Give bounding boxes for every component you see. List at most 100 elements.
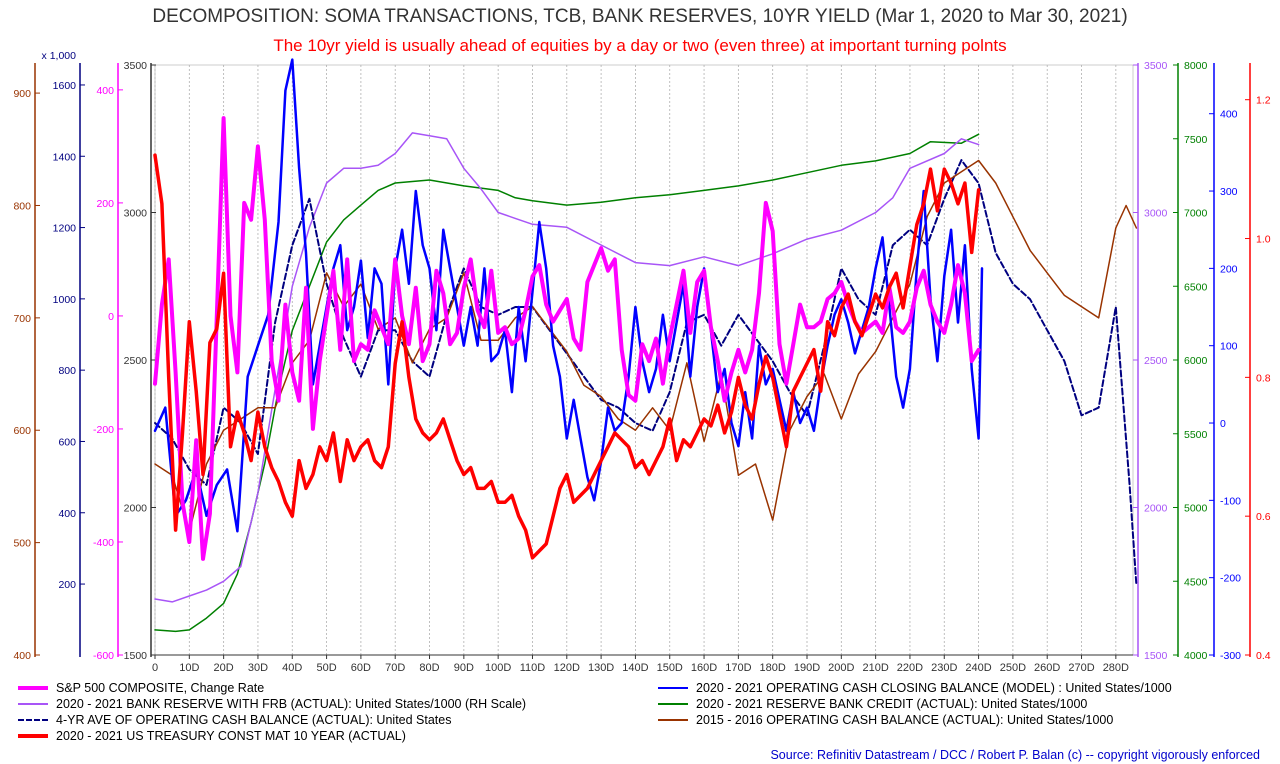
gray-tick-label: 1500 — [124, 650, 148, 662]
legend-swatch — [18, 734, 48, 738]
navy-tick-label: 1200 — [53, 223, 77, 235]
brown-tick-label: 900 — [13, 88, 31, 100]
x-tick-label: 60D — [351, 662, 371, 674]
legend-swatch — [658, 719, 688, 721]
legend: S&P 500 COMPOSITE, Change Rate 2020 - 202… — [0, 681, 1280, 743]
x-tick-label: 150D — [657, 662, 683, 674]
blue-tick-label: 300 — [1220, 186, 1238, 198]
magenta-tick-label: -400 — [93, 537, 114, 549]
x-tick-label: 80D — [419, 662, 439, 674]
legend-label: 2020 - 2021 US TREASURY CONST MAT 10 YEA… — [56, 729, 406, 743]
series-line — [153, 116, 981, 561]
legend-label: S&P 500 COMPOSITE, Change Rate — [56, 681, 265, 695]
legend-swatch — [18, 719, 48, 721]
green-tick-label: 4500 — [1184, 576, 1208, 588]
x-tick-label: 130D — [588, 662, 614, 674]
legend-swatch — [658, 703, 688, 705]
chart-title: DECOMPOSITION: SOMA TRANSACTIONS, TCB, B… — [152, 6, 1128, 27]
brown-tick-label: 700 — [13, 313, 31, 325]
x-tick-label: 90D — [454, 662, 474, 674]
magenta-tick-label: -200 — [93, 424, 114, 436]
x-tick-label: 210D — [862, 662, 888, 674]
magenta-tick-label: 0 — [108, 311, 114, 323]
green-tick-label: 4000 — [1184, 650, 1208, 662]
green-tick-label: 6000 — [1184, 355, 1208, 367]
navy-axis-unit: x 1,000 — [42, 50, 77, 62]
legend-swatch — [658, 687, 688, 689]
brown-tick-label: 400 — [13, 650, 31, 662]
blue-tick-label: 0 — [1220, 418, 1226, 430]
x-tick-label: 120D — [554, 662, 580, 674]
legend-item: 2020 - 2021 US TREASURY CONST MAT 10 YEA… — [18, 729, 406, 743]
x-tick-label: 170D — [725, 662, 751, 674]
blue-tick-label: 200 — [1220, 263, 1238, 275]
blue-tick-label: -100 — [1220, 495, 1241, 507]
x-tick-label: 70D — [385, 662, 405, 674]
legend-label: 4-YR AVE OF OPERATING CASH BALANCE (ACTU… — [56, 713, 452, 727]
gray-tick-label: 3500 — [124, 60, 148, 72]
source-note: Source: Refinitiv Datastream / DCC / Rob… — [770, 748, 1260, 762]
magenta-tick-label: -600 — [93, 650, 114, 662]
x-tick-label: 0 — [152, 662, 158, 674]
red-tick-label: 1.2 — [1256, 95, 1271, 107]
navy-tick-label: 400 — [58, 508, 76, 520]
x-tick-label: 110D — [520, 662, 546, 674]
green-tick-label: 7000 — [1184, 208, 1208, 220]
x-tick-label: 260D — [1034, 662, 1060, 674]
x-tick-label: 10D — [179, 662, 199, 674]
navy-tick-label: 1600 — [53, 80, 77, 92]
x-tick-label: 160D — [691, 662, 717, 674]
x-tick-label: 180D — [760, 662, 786, 674]
blue-tick-label: -300 — [1220, 650, 1241, 662]
purple-tick-label: 1500 — [1144, 650, 1168, 662]
x-tick-label: 240D — [965, 662, 991, 674]
legend-item: 2020 - 2021 BANK RESERVE WITH FRB (ACTUA… — [18, 697, 526, 711]
gray-tick-label: 3000 — [124, 208, 148, 220]
green-tick-label: 7500 — [1184, 134, 1208, 146]
blue-tick-label: -200 — [1220, 573, 1241, 585]
legend-label: 2020 - 2021 BANK RESERVE WITH FRB (ACTUA… — [56, 697, 527, 711]
x-tick-label: 30D — [248, 662, 268, 674]
legend-item: S&P 500 COMPOSITE, Change Rate — [18, 681, 264, 695]
purple-tick-label: 2500 — [1144, 355, 1168, 367]
green-tick-label: 8000 — [1184, 60, 1208, 72]
navy-tick-label: 600 — [58, 436, 76, 448]
red-tick-label: 1.0 — [1256, 234, 1271, 246]
blue-tick-label: 100 — [1220, 341, 1238, 353]
series-line — [153, 153, 981, 560]
x-tick-label: 140D — [622, 662, 648, 674]
series-line — [154, 132, 980, 603]
chart-plot: 0 10D 20D 30D 40D 50D 60D 70D 80D 90D 100D 110D 120D… — [13, 50, 1271, 674]
legend-item: 2015 - 2016 OPERATING CASH BALANCE (ACTU… — [658, 713, 1113, 727]
magenta-tick-label: 200 — [96, 198, 114, 210]
legend-label: 2015 - 2016 OPERATING CASH BALANCE (ACTU… — [696, 713, 1114, 727]
navy-tick-label: 1400 — [53, 151, 77, 163]
legend-item: 4-YR AVE OF OPERATING CASH BALANCE (ACTU… — [18, 713, 451, 727]
brown-tick-label: 500 — [13, 538, 31, 550]
red-tick-label: 0.4 — [1256, 650, 1271, 662]
purple-tick-label: 3000 — [1144, 208, 1168, 220]
x-tick-label: 270D — [1068, 662, 1094, 674]
legend-label: 2020 - 2021 OPERATING CASH CLOSING BALAN… — [696, 681, 1172, 695]
legend-item: 2020 - 2021 RESERVE BANK CREDIT (ACTUAL)… — [658, 697, 1087, 711]
red-tick-label: 0.6 — [1256, 511, 1271, 523]
chart-subtitle: The 10yr yield is usually ahead of equit… — [273, 36, 1007, 55]
x-tick-label: 250D — [1000, 662, 1026, 674]
gray-tick-label: 2000 — [124, 503, 148, 515]
navy-tick-label: 200 — [58, 579, 76, 591]
purple-tick-label: 2000 — [1144, 503, 1168, 515]
brown-tick-label: 600 — [13, 425, 31, 437]
legend-label: 2020 - 2021 RESERVE BANK CREDIT (ACTUAL)… — [696, 697, 1088, 711]
legend-item: 2020 - 2021 OPERATING CASH CLOSING BALAN… — [658, 681, 1172, 695]
series-line — [154, 159, 1138, 587]
x-tick-label: 190D — [794, 662, 820, 674]
blue-tick-label: 400 — [1220, 109, 1238, 121]
x-tick-label: 100D — [485, 662, 511, 674]
x-tick-label: 220D — [897, 662, 923, 674]
navy-tick-label: 1000 — [53, 294, 77, 306]
brown-tick-label: 800 — [13, 200, 31, 212]
green-tick-label: 6500 — [1184, 281, 1208, 293]
x-tick-label: 280D — [1103, 662, 1129, 674]
x-tick-label: 20D — [214, 662, 234, 674]
x-tick-label: 50D — [316, 662, 336, 674]
